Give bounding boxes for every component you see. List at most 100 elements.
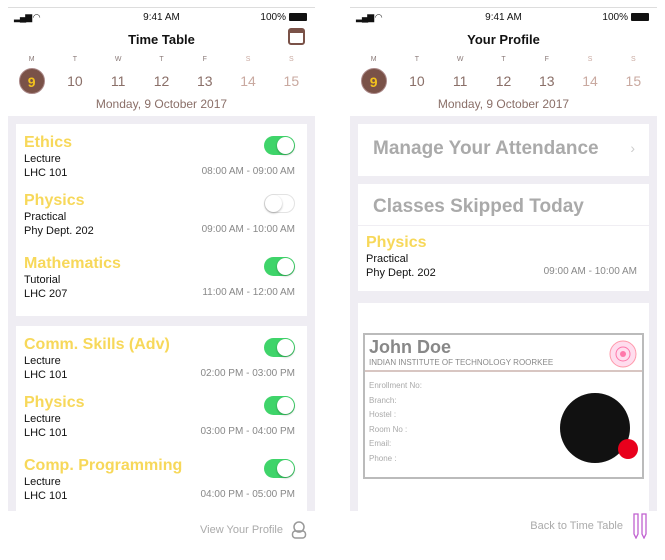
class-time: 09:00 AM - 10:00 AM: [201, 224, 295, 235]
day-number: 14: [240, 73, 256, 89]
weekday-letter: T: [159, 56, 164, 63]
day-10[interactable]: T 10: [57, 56, 93, 94]
attendance-toggle[interactable]: [264, 459, 295, 478]
weekday-letter: T: [72, 56, 78, 63]
profile-screen: ▂▄▆ ◠ 9:41 AM 100% Your Profile M 9 T 10 W 11 T 1…: [350, 7, 657, 547]
day-number: 11: [452, 73, 468, 89]
attendance-toggle[interactable]: [264, 338, 295, 357]
student-name: John Doe: [369, 337, 452, 357]
id-field-label: Enrollment No:: [369, 381, 422, 390]
day-number: 9: [18, 68, 45, 94]
class-item: Physics Practical Phy Dept. 202 09:00 AM - …: [24, 192, 295, 252]
attendance-toggle[interactable]: [264, 194, 295, 213]
day-13[interactable]: F 13: [529, 56, 565, 94]
calendar-icon[interactable]: [288, 28, 305, 45]
id-field-label: Email:: [369, 439, 392, 448]
day-14[interactable]: S 14: [230, 56, 266, 94]
chevron-right-icon: ›: [630, 140, 635, 156]
day-number: 15: [283, 73, 300, 89]
day-12[interactable]: T 12: [485, 56, 521, 94]
signal-icon: ▂▄▆ ◠: [14, 12, 41, 22]
subject-name: Physics: [24, 192, 85, 209]
edit-photo-badge[interactable]: [618, 439, 638, 459]
class-type: Tutorial: [24, 274, 61, 286]
class-type: Practical: [24, 211, 67, 223]
class-room: LHC 207: [24, 288, 68, 300]
class-room: LHC 101: [24, 490, 68, 502]
class-time: 02:00 PM - 03:00 PM: [200, 368, 296, 379]
class-room: LHC 101: [24, 369, 68, 381]
weekday-letter: F: [202, 56, 207, 63]
attendance-toggle[interactable]: [264, 257, 295, 276]
timetable-screen: ▂▄▆ ◠ 9:41 AM 100% Time Table M 9 T 10 W 11 T 12 F…: [8, 7, 315, 547]
class-type: Lecture: [24, 153, 61, 165]
user-icon: [291, 521, 307, 539]
attendance-toggle[interactable]: [264, 396, 295, 415]
day-11[interactable]: W 11: [442, 56, 478, 94]
pencils-icon: [633, 513, 647, 539]
weekday-letter: S: [587, 56, 593, 63]
subject-name: Physics: [24, 394, 85, 411]
back-to-timetable-button[interactable]: Back to Time Table: [530, 513, 649, 539]
class-type: Lecture: [24, 355, 61, 367]
weekday-letter: S: [630, 56, 636, 63]
selected-date: Monday, 9 October 2017: [95, 97, 228, 111]
class-time: 08:00 AM - 09:00 AM: [201, 166, 295, 177]
weekday-letter: T: [501, 56, 506, 63]
day-number: 12: [153, 73, 170, 89]
subject-name: Mathematics: [24, 255, 121, 272]
skipped-class: Physics Practical Phy Dept. 202 09:00 AM - …: [366, 234, 637, 279]
class-time: 03:00 PM - 04:00 PM: [200, 426, 296, 437]
subject-name: Comp. Programming: [24, 457, 183, 474]
class-room: LHC 101: [24, 167, 68, 179]
weekday-letter: F: [544, 56, 549, 63]
class-time: 04:00 PM - 05:00 PM: [200, 489, 296, 500]
view-profile-button[interactable]: View Your Profile: [200, 521, 307, 539]
id-field-label: Branch:: [369, 395, 397, 405]
day-number: 10: [409, 73, 425, 89]
class-room: LHC 101: [24, 427, 68, 439]
institute-name: INDIAN INSTITUTE OF TECHNOLOGY ROORKEE: [369, 358, 554, 367]
day-number: 9: [360, 68, 387, 94]
class-time: 11:00 AM - 12:00 AM: [202, 287, 295, 298]
day-number: 15: [625, 73, 642, 89]
day-number: 13: [538, 73, 555, 89]
iit-logo: [609, 340, 637, 368]
battery-icon: [289, 13, 307, 21]
status-bar: ▂▄▆ ◠ 9:41 AM 100%: [350, 10, 657, 26]
class-card: Ethics Lecture LHC 101 08:00 AM - 09:00 AM P…: [16, 124, 307, 316]
day-number: 10: [67, 73, 83, 89]
weekday-letter: S: [288, 56, 294, 63]
weekday-letter: W: [456, 56, 464, 63]
class-item: Mathematics Tutorial LHC 207 11:00 AM - 12:…: [24, 255, 295, 315]
week-strip: M 9 T 10 W 11 T 12 F 13 S 14 S 15: [8, 56, 315, 94]
class-item: Physics Lecture LHC 101 03:00 PM - 04:00 PM: [24, 394, 295, 454]
id-field-label: Hostel :: [369, 410, 397, 419]
day-10[interactable]: T 10: [399, 56, 435, 94]
id-field-label: Phone :: [369, 453, 397, 463]
day-11[interactable]: W 11: [100, 56, 136, 94]
day-number: 13: [196, 73, 213, 89]
day-15[interactable]: S 15: [273, 56, 309, 94]
day-15[interactable]: S 15: [615, 56, 651, 94]
subject-name: Comm. Skills (Adv): [24, 336, 170, 353]
day-number: 14: [582, 73, 598, 89]
class-item: Ethics Lecture LHC 101 08:00 AM - 09:00 AM: [24, 134, 295, 194]
attendance-toggle[interactable]: [264, 136, 295, 155]
class-item: Comm. Skills (Adv) Lecture LHC 101 02:00 PM…: [24, 336, 295, 396]
manage-attendance-button[interactable]: Manage Your Attendance ›: [358, 124, 649, 176]
page-title: Time Table: [128, 32, 195, 47]
signal-icon: ▂▄▆ ◠: [356, 12, 383, 22]
class-item: Comp. Programming Lecture LHC 101 04:00 PM …: [24, 457, 295, 517]
page-title: Your Profile: [467, 32, 540, 47]
day-12[interactable]: T 12: [143, 56, 179, 94]
class-card: Comm. Skills (Adv) Lecture LHC 101 02:00 PM…: [16, 326, 307, 526]
day-14[interactable]: S 14: [572, 56, 608, 94]
id-field-label: Room No :: [369, 424, 408, 434]
class-room: Phy Dept. 202: [24, 225, 94, 237]
day-number: 12: [495, 73, 512, 89]
day-13[interactable]: F 13: [187, 56, 223, 94]
subject-name: Ethics: [24, 134, 73, 151]
